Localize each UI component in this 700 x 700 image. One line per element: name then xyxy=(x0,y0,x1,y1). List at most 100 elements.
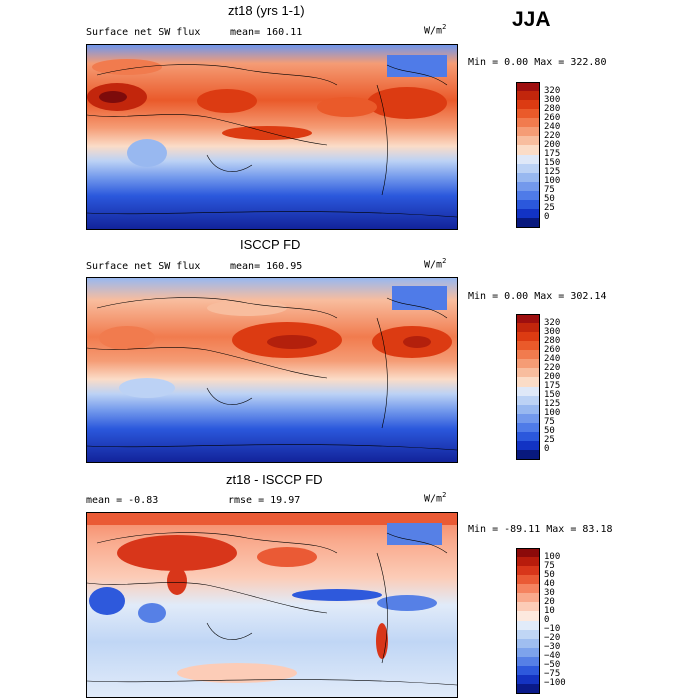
panel-1-subtitle: Surface net SW flux xyxy=(86,27,201,38)
panel-2-map xyxy=(86,277,458,463)
panel-3-map xyxy=(86,512,458,698)
colorbar-swatch xyxy=(516,647,540,658)
colorbar-swatch xyxy=(516,91,540,101)
panel-3-units: W/m2 xyxy=(424,491,447,505)
colorbar-tick-label: −30 xyxy=(544,642,561,653)
colorbar-tick-label: 320 xyxy=(544,317,561,328)
colorbar-swatch xyxy=(516,611,540,621)
colorbar-tick-label: 50 xyxy=(544,194,555,205)
panel-3-mean: mean = -0.83 xyxy=(86,495,159,506)
colorbar-swatch xyxy=(516,422,540,433)
colorbar-tick-label: 20 xyxy=(544,596,555,607)
colorbar-tick-label: 200 xyxy=(544,139,561,150)
panel-2-subtitle: Surface net SW flux xyxy=(86,261,201,272)
colorbar-swatch xyxy=(516,377,540,387)
colorbar-swatch xyxy=(516,136,540,146)
colorbar-swatch xyxy=(516,656,540,667)
colorbar-swatch xyxy=(516,127,540,137)
colorbar-swatch xyxy=(516,566,540,576)
colorbar-tick-label: −40 xyxy=(544,651,561,662)
colorbar-swatch xyxy=(516,199,540,210)
colorbar-swatch xyxy=(516,557,540,567)
panel-1-minmax: Min = 0.00 Max = 322.80 xyxy=(468,57,607,68)
colorbar-swatch xyxy=(516,395,540,406)
colorbar-tick-label: 100 xyxy=(544,176,561,187)
colorbar-tick-label: 260 xyxy=(544,112,561,123)
panel-3-minmax: Min = -89.11 Max = 83.18 xyxy=(468,524,613,535)
colorbar-swatch xyxy=(516,208,540,219)
colorbar-tick-label: 240 xyxy=(544,353,561,364)
panel-3-title: zt18 - ISCCP FD xyxy=(226,472,323,487)
panel-2-colorbar: 320 300 280 260 240 220 200 175 150 125 100 75 50 25 0 xyxy=(516,314,576,460)
colorbar-swatch xyxy=(516,602,540,612)
colorbar-swatch xyxy=(516,638,540,649)
colorbar-swatch xyxy=(516,683,540,694)
panel-3-rmse: rmse = 19.97 xyxy=(228,495,301,506)
colorbar-tick-label: −100 xyxy=(544,678,566,689)
colorbar-tick-label: 25 xyxy=(544,203,555,214)
colorbar-swatch xyxy=(516,584,540,594)
colorbar-swatch xyxy=(516,386,540,397)
colorbar-tick-label: 175 xyxy=(544,149,561,159)
panel-1-units: W/m2 xyxy=(424,23,447,37)
colorbar-tick-label: −10 xyxy=(544,624,561,635)
colorbar-swatch xyxy=(516,172,540,183)
colorbar-tick-label: 50 xyxy=(544,569,555,580)
colorbar-tick-label: 100 xyxy=(544,408,561,419)
colorbar-tick-label: 125 xyxy=(544,399,561,410)
colorbar-swatch xyxy=(516,154,540,165)
colorbar-swatch xyxy=(516,82,540,92)
colorbar-tick-label: 200 xyxy=(544,371,561,382)
colorbar-swatch xyxy=(516,575,540,585)
colorbar-tick-label: 0 xyxy=(544,444,550,455)
panel-2-mean: mean= 160.95 xyxy=(230,261,303,272)
colorbar-tick-label: 300 xyxy=(544,94,561,105)
colorbar-tick-label: −75 xyxy=(544,669,561,680)
colorbar-tick-label: 25 xyxy=(544,435,555,446)
colorbar-tick-label: 0 xyxy=(544,212,550,223)
colorbar-tick-label: 40 xyxy=(544,578,555,589)
colorbar-tick-label: 30 xyxy=(544,587,555,598)
colorbar-swatch xyxy=(516,341,540,351)
colorbar-swatch xyxy=(516,665,540,676)
colorbar-tick-label: 0 xyxy=(544,615,550,625)
colorbar-tick-label: 75 xyxy=(544,185,555,196)
colorbar-tick-label: 50 xyxy=(544,426,555,437)
colorbar-tick-label: 220 xyxy=(544,362,561,373)
colorbar-swatch xyxy=(516,190,540,201)
colorbar-swatch xyxy=(516,431,540,442)
colorbar-tick-label: 75 xyxy=(544,560,555,571)
panel-1-map xyxy=(86,44,458,230)
colorbar-tick-label: 100 xyxy=(544,551,561,562)
season-label: JJA xyxy=(512,8,551,31)
colorbar-swatch xyxy=(516,109,540,119)
colorbar-tick-label: 75 xyxy=(544,417,555,428)
colorbar-tick-label: 280 xyxy=(544,103,561,114)
colorbar-tick-label: 240 xyxy=(544,121,561,132)
colorbar-swatch xyxy=(516,163,540,174)
colorbar-tick-label: 260 xyxy=(544,344,561,355)
colorbar-swatch xyxy=(516,404,540,415)
colorbar-swatch xyxy=(516,620,540,631)
panel-3-colorbar: 100 75 50 40 30 20 10 0 −10 −20 −30 −40 −50 −75 −100 xyxy=(516,548,576,694)
colorbar-swatch xyxy=(516,323,540,333)
panel-2-title: ISCCP FD xyxy=(240,237,301,252)
colorbar-tick-label: 280 xyxy=(544,335,561,346)
colorbar-swatch xyxy=(516,449,540,460)
panel-2-minmax: Min = 0.00 Max = 302.14 xyxy=(468,291,607,302)
colorbar-swatch xyxy=(516,181,540,192)
colorbar-tick-label: 125 xyxy=(544,167,561,178)
panel-1-colorbar: 320 300 280 260 240 220 200 175 150 125 100 75 50 25 0 xyxy=(516,82,576,228)
colorbar-swatch xyxy=(516,629,540,640)
colorbar-tick-label: 150 xyxy=(544,158,561,169)
colorbar-swatch xyxy=(516,217,540,228)
colorbar-swatch xyxy=(516,368,540,378)
colorbar-tick-label: 150 xyxy=(544,390,561,401)
colorbar-tick-label: −20 xyxy=(544,633,561,644)
colorbar-swatch xyxy=(516,593,540,603)
colorbar-swatch xyxy=(516,440,540,451)
colorbar-tick-label: 10 xyxy=(544,605,555,616)
panel-2-units: W/m2 xyxy=(424,257,447,271)
colorbar-swatch xyxy=(516,548,540,558)
colorbar-tick-label: 220 xyxy=(544,130,561,141)
